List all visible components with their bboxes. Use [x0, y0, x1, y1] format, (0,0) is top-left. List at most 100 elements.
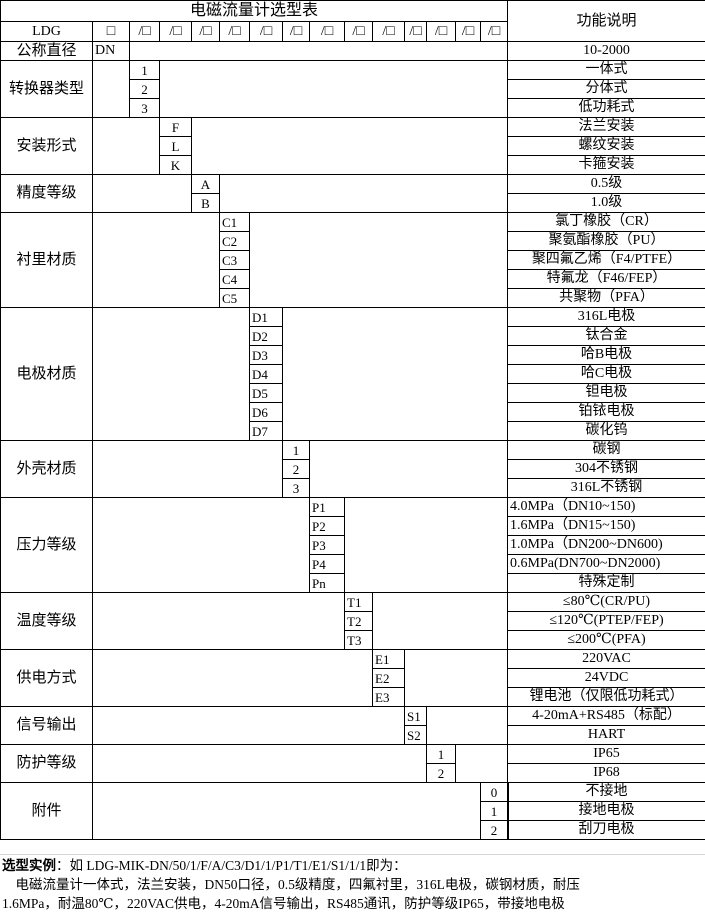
option-code: C5 [219, 288, 250, 308]
example-line-2: 1.6MPa，耐温80℃，220VAC供电，4-20mA信号输出，RS485通讯… [2, 896, 565, 911]
option-description: 特氟龙（F46/FEP） [507, 269, 705, 289]
option-description: HART [507, 725, 705, 745]
group-label: 转换器类型 [0, 60, 93, 118]
option-code: 3 [129, 98, 160, 118]
option-description: 不接地 [507, 782, 705, 802]
option-description: 钽电极 [507, 383, 705, 403]
blank-cell [92, 592, 345, 650]
blank-cell [129, 41, 508, 61]
option-description: 碳钢 [507, 440, 705, 460]
code-slot: /□ [282, 21, 310, 42]
blank-cell [92, 174, 192, 213]
option-description: ≤80℃(CR/PU) [507, 592, 705, 612]
option-description: 24VDC [507, 668, 705, 688]
option-description: 刮刀电极 [507, 820, 705, 840]
option-code: P2 [309, 516, 345, 536]
group-label: 信号输出 [0, 706, 93, 745]
code-slot: /□ [219, 21, 250, 42]
option-code: 1 [129, 60, 160, 80]
option-description: 分体式 [507, 79, 705, 99]
blank-cell [455, 744, 508, 783]
option-code: T2 [344, 611, 373, 631]
option-description: 卡箍安装 [507, 155, 705, 175]
option-code: D1 [249, 307, 283, 327]
option-code: P1 [309, 497, 345, 517]
blank-cell [92, 117, 160, 175]
group-label: 安装形式 [0, 117, 93, 175]
blank-cell [92, 782, 481, 840]
code-slot: /□ [426, 21, 456, 42]
option-code: 1 [426, 744, 456, 764]
blank-cell [249, 212, 508, 308]
option-description: 哈C电极 [507, 364, 705, 384]
option-description: 锂电池（仅限低功耗式） [507, 687, 705, 707]
code-slot: /□ [309, 21, 345, 42]
example-heading: 选型实例 [2, 858, 56, 873]
option-description: 哈B电极 [507, 345, 705, 365]
blank-cell [92, 307, 250, 441]
option-description: 铂铱电极 [507, 402, 705, 422]
option-description: 1.6MPa（DN15~150) [507, 516, 705, 536]
example-line-1: 电磁流量计一体式，法兰安装，DN50口径，0.5级精度，四氟衬里，316L电极，… [2, 877, 580, 892]
option-code: D3 [249, 345, 283, 365]
code-slot: /□ [372, 21, 405, 42]
blank-cell [404, 649, 508, 707]
option-code: E3 [372, 687, 405, 707]
option-description: 1.0级 [507, 193, 705, 213]
code-slot: /□ [191, 21, 220, 42]
option-code: B [191, 193, 220, 213]
option-code: S1 [404, 706, 427, 726]
option-description: ≤200℃(PFA) [507, 630, 705, 650]
option-description: IP65 [507, 744, 705, 764]
option-code: 0 [480, 782, 508, 802]
example-intro: ：如 LDG-MIK-DN/50/1/F/A/C3/D1/1/P1/T1/E1/… [56, 858, 407, 873]
option-code: D7 [249, 421, 283, 441]
code-slot: /□ [455, 21, 481, 42]
option-code: L [159, 136, 192, 156]
option-description: 法兰安装 [507, 117, 705, 137]
option-code: T1 [344, 592, 373, 612]
option-description: 一体式 [507, 60, 705, 80]
option-code: E2 [372, 668, 405, 688]
option-description: IP68 [507, 763, 705, 783]
code-slot: □ [92, 21, 130, 42]
option-description: 304不锈钢 [507, 459, 705, 479]
option-description: ≤120℃(PTEP/FEP) [507, 611, 705, 631]
option-description: 4-20mA+RS485（标配） [507, 706, 705, 726]
option-description: 接地电极 [507, 801, 705, 821]
option-code: A [191, 174, 220, 194]
blank-cell [92, 497, 310, 593]
example-intro-line: 选型实例：如 LDG-MIK-DN/50/1/F/A/C3/D1/1/P1/T1… [2, 856, 702, 875]
option-description: 316L不锈钢 [507, 478, 705, 498]
option-code: D4 [249, 364, 283, 384]
option-description: 氯丁橡胶（CR） [507, 212, 705, 232]
group-label: 温度等级 [0, 592, 93, 650]
option-code: Pn [309, 573, 345, 593]
option-code: F [159, 117, 192, 137]
blank-cell [426, 706, 508, 745]
option-code: C4 [219, 269, 250, 289]
option-description: 特殊定制 [507, 573, 705, 593]
blank-cell [219, 174, 508, 213]
option-code: E1 [372, 649, 405, 669]
group-label: 电极材质 [0, 307, 93, 441]
blank-cell [92, 649, 373, 707]
blank-cell [507, 782, 509, 840]
code-slot: /□ [159, 21, 192, 42]
option-description: 316L电极 [507, 307, 705, 327]
grid-filler [0, 840, 705, 855]
blank-cell [92, 60, 130, 118]
blank-cell [92, 440, 283, 498]
nominal-diameter-code: DN [92, 41, 130, 61]
option-code: K [159, 155, 192, 175]
option-code: 1 [480, 801, 508, 821]
group-label: 防护等级 [0, 744, 93, 783]
blank-cell [92, 744, 427, 783]
option-code: P3 [309, 535, 345, 555]
selection-example: 选型实例：如 LDG-MIK-DN/50/1/F/A/C3/D1/1/P1/T1… [2, 856, 702, 913]
option-description: 0.6MPa(DN700~DN2000) [507, 554, 705, 574]
option-code: 2 [129, 79, 160, 99]
option-code: C2 [219, 231, 250, 251]
blank-cell [92, 706, 405, 745]
blank-cell [282, 307, 508, 441]
